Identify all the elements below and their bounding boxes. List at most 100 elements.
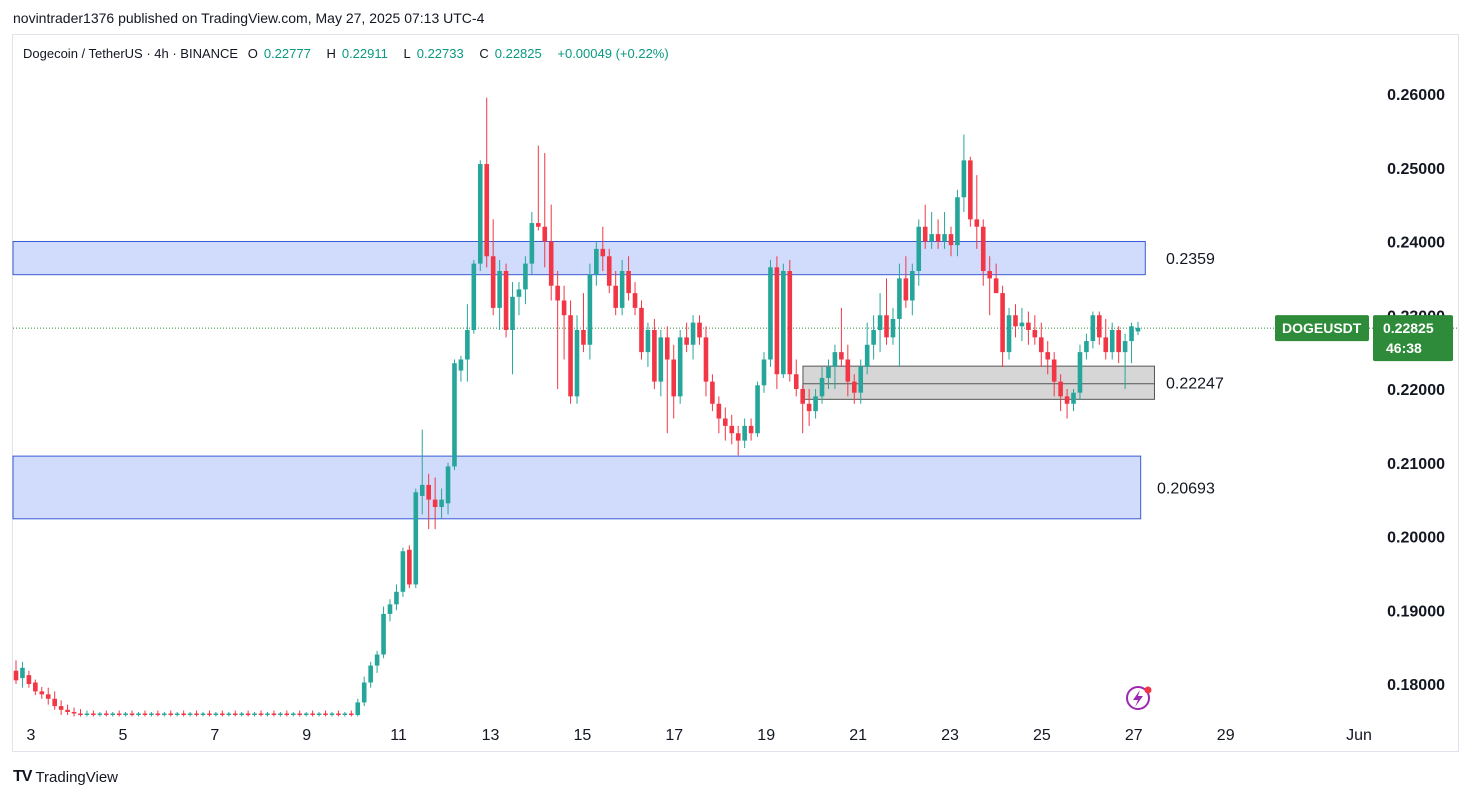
ticker-tag-text: DOGEUSDT xyxy=(1282,320,1362,336)
candle xyxy=(162,712,167,717)
candle xyxy=(897,263,902,367)
legend-low: L 0.22733 xyxy=(403,46,464,61)
candle xyxy=(39,686,45,699)
candle xyxy=(207,710,212,717)
candle xyxy=(729,414,735,445)
candle xyxy=(1135,321,1141,336)
candle xyxy=(832,344,838,389)
candle xyxy=(245,710,251,717)
candle xyxy=(265,712,270,717)
candle xyxy=(477,160,483,271)
candle xyxy=(742,418,747,448)
candle xyxy=(884,278,889,345)
candle xyxy=(252,712,257,717)
candle xyxy=(258,710,264,717)
x-tick-label: 19 xyxy=(757,727,775,744)
candle xyxy=(684,322,689,353)
candle xyxy=(542,153,548,268)
candle xyxy=(116,710,122,717)
candle xyxy=(278,712,283,717)
ticker-tag xyxy=(1275,315,1369,342)
candle xyxy=(536,145,541,231)
candle xyxy=(1077,344,1083,401)
candle xyxy=(426,473,431,530)
candle xyxy=(690,315,696,360)
candle xyxy=(220,710,225,717)
price-tag-layer: DOGEUSDT 0.22825 46:38 xyxy=(1275,315,1453,362)
candle xyxy=(903,256,909,308)
legend-change: +0.00049 (+0.22%) xyxy=(557,46,669,61)
candle xyxy=(136,712,141,717)
y-tick-label: 0.24000 xyxy=(1387,235,1445,252)
candle xyxy=(935,219,941,249)
candle xyxy=(1109,322,1115,360)
x-tick-label: 21 xyxy=(849,727,867,744)
candle xyxy=(800,385,805,434)
price-tag-text: 0.22825 xyxy=(1383,320,1434,336)
candle xyxy=(594,241,599,286)
footer-brand[interactable]: TV TradingView xyxy=(13,768,118,786)
symbol-title[interactable]: Dogecoin / TetherUS · 4h · BINANCE xyxy=(23,46,239,61)
chart-frame xyxy=(12,34,1459,752)
candle xyxy=(664,326,670,434)
x-tick-label: 17 xyxy=(665,727,683,744)
publisher-name[interactable]: novintrader1376 xyxy=(13,10,115,26)
candle xyxy=(45,687,51,705)
candle xyxy=(419,429,425,515)
x-tick-label: 15 xyxy=(574,727,592,744)
zone-resistance xyxy=(12,241,1146,276)
zone-label-support-low: 0.20693 xyxy=(1157,480,1215,497)
zones-layer: 0.2359 0.22247 0.20693 xyxy=(12,241,1224,520)
candle xyxy=(284,710,290,717)
candle xyxy=(490,219,496,316)
zone-support-low xyxy=(12,455,1142,520)
x-tick-label: 9 xyxy=(302,727,311,744)
candle xyxy=(1097,311,1102,345)
candle xyxy=(361,676,367,707)
candle xyxy=(948,226,954,257)
legend-open: O 0.22777 xyxy=(247,46,311,61)
candle xyxy=(755,381,760,437)
zone-label-support-mid: 0.22247 xyxy=(1166,376,1224,393)
candle xyxy=(639,300,644,360)
candle xyxy=(142,710,148,717)
candle xyxy=(587,263,593,360)
candle xyxy=(548,204,554,301)
candle xyxy=(290,712,296,717)
candle xyxy=(877,293,883,353)
candle xyxy=(33,679,38,696)
candle xyxy=(806,389,812,426)
candle xyxy=(1000,285,1005,367)
candle xyxy=(336,710,341,717)
candle xyxy=(568,300,573,404)
candle xyxy=(658,330,664,397)
publish-info: novintrader1376 published on TradingView… xyxy=(13,10,484,26)
lightning-icon[interactable] xyxy=(1126,686,1152,710)
candle xyxy=(413,488,419,589)
candle xyxy=(793,359,799,397)
candle xyxy=(316,712,322,717)
candle xyxy=(774,256,780,389)
candle xyxy=(400,547,406,597)
candle xyxy=(381,606,386,659)
candle xyxy=(510,282,515,375)
candle xyxy=(561,285,567,360)
candle xyxy=(71,707,77,717)
candle xyxy=(677,330,683,404)
candle xyxy=(942,212,947,249)
candle xyxy=(232,710,238,717)
legend-high: H 0.22911 xyxy=(326,46,388,61)
candle xyxy=(1090,311,1096,349)
candle xyxy=(761,352,767,393)
candle xyxy=(110,712,116,717)
x-tick-label: 25 xyxy=(1033,727,1051,744)
candle xyxy=(1045,341,1051,375)
candle xyxy=(839,307,844,367)
candle xyxy=(716,396,722,434)
candle xyxy=(452,359,457,471)
candle xyxy=(394,584,399,611)
x-tick-label: 13 xyxy=(482,727,500,744)
candle xyxy=(781,263,786,378)
candle xyxy=(91,710,96,717)
